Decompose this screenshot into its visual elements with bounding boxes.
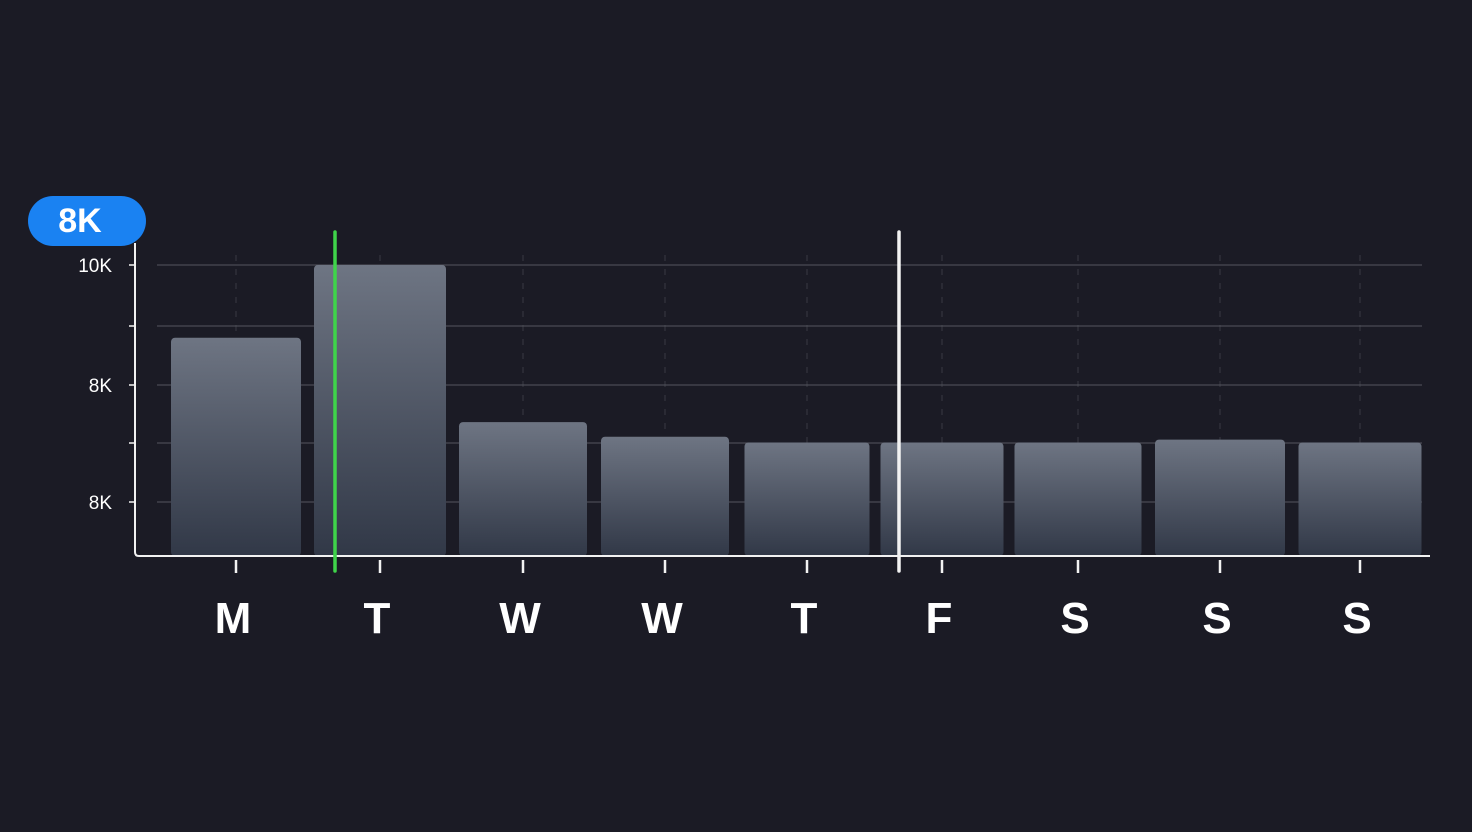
bar xyxy=(314,265,446,556)
x-tick-label: T xyxy=(791,594,818,643)
x-tick-label: T xyxy=(364,594,391,643)
bar xyxy=(171,337,301,556)
value-badge[interactable]: 8K xyxy=(28,196,146,246)
bar-layer xyxy=(171,265,1422,556)
bar xyxy=(744,442,870,556)
marker-layer xyxy=(333,230,901,573)
x-tick-label: W xyxy=(641,594,683,643)
x-tick-label: S xyxy=(1342,594,1371,643)
y-tick-label: 8K xyxy=(89,376,113,397)
x-tick-label: M xyxy=(215,594,252,643)
x-tick-label: W xyxy=(499,594,541,643)
y-tick-label: 10K xyxy=(78,256,112,277)
label-layer: 10K 8K 8K M T W W T F S S S xyxy=(78,256,1371,643)
axis-layer xyxy=(129,243,1430,573)
y-tick-label: 8K xyxy=(89,493,113,514)
bar xyxy=(1298,442,1422,556)
x-tick-label: S xyxy=(1202,594,1231,643)
bar xyxy=(601,436,729,556)
bar xyxy=(1155,439,1285,556)
bar xyxy=(459,422,587,556)
bar xyxy=(1014,442,1142,556)
x-tick-label: S xyxy=(1060,594,1089,643)
bar xyxy=(880,442,1004,556)
x-tick-label: F xyxy=(926,594,953,643)
axis-line xyxy=(134,243,1430,557)
